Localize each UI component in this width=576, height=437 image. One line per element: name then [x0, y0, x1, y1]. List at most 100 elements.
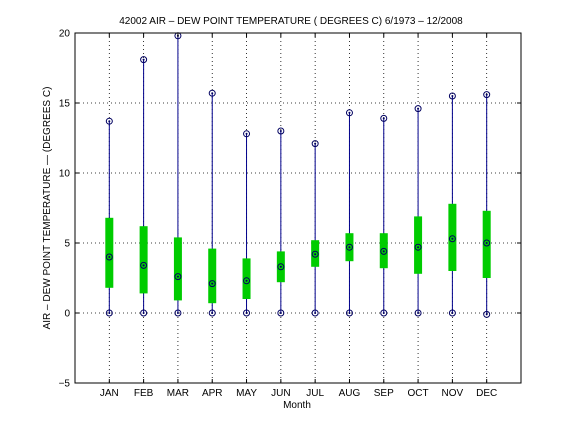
chart-title: 42002 AIR – DEW POINT TEMPERATURE ( DEGR… — [119, 16, 463, 27]
median-marker-dot — [451, 237, 454, 240]
max-marker — [483, 91, 491, 99]
axis-ticks: −5 0 5 10 15 20 JAN FEB MAR APR MAY JUN JUL AUG SEP OCT… — [59, 29, 521, 399]
max-marker-dot — [279, 130, 282, 132]
month-box-may — [242, 130, 251, 317]
max-marker-dot — [417, 107, 420, 110]
max-marker-ring — [311, 140, 319, 148]
max-marker — [243, 130, 251, 138]
max-marker-ring — [380, 114, 388, 122]
median-marker — [277, 263, 285, 271]
median-marker-dot — [108, 256, 111, 258]
min-marker-dot — [314, 312, 317, 314]
min-marker-ring — [311, 309, 319, 317]
median-marker — [174, 273, 182, 281]
x-tick-label: JAN — [100, 388, 119, 399]
month-box-dec — [482, 91, 491, 318]
median-marker-ring — [277, 263, 285, 271]
min-marker — [208, 309, 216, 317]
median-marker-ring — [243, 277, 251, 285]
max-marker-ring — [277, 127, 285, 135]
min-marker-dot — [279, 312, 282, 314]
min-marker-dot — [211, 312, 214, 314]
min-marker-dot — [451, 312, 454, 314]
min-marker — [243, 309, 251, 317]
max-marker — [208, 89, 216, 97]
median-marker-dot — [485, 242, 488, 244]
median-marker-dot — [348, 246, 351, 249]
max-marker-dot — [245, 132, 248, 135]
max-marker-ring — [483, 91, 491, 99]
min-marker — [105, 309, 113, 317]
max-marker-dot — [314, 142, 317, 145]
median-marker-dot — [279, 265, 282, 268]
min-marker-dot — [176, 312, 179, 314]
max-marker-ring — [243, 130, 251, 138]
min-marker-ring — [105, 309, 113, 317]
median-marker-ring — [448, 235, 456, 243]
min-marker-ring — [174, 309, 182, 317]
x-tick-label: JUN — [271, 388, 290, 399]
min-marker-dot — [485, 313, 488, 316]
median-marker-ring — [208, 280, 216, 288]
max-marker — [105, 117, 113, 125]
median-marker — [140, 261, 148, 269]
month-box-mar — [173, 32, 182, 317]
min-marker — [483, 310, 491, 318]
x-tick-label: FEB — [134, 388, 154, 399]
median-marker — [345, 243, 353, 251]
min-marker — [414, 309, 422, 317]
max-marker — [140, 56, 148, 64]
y-tick-label: 10 — [59, 169, 71, 180]
min-marker-ring — [483, 310, 491, 318]
min-marker-dot — [382, 312, 385, 314]
month-box-oct — [414, 105, 423, 317]
max-marker-dot — [142, 58, 145, 61]
y-tick-label: 0 — [64, 309, 70, 320]
max-marker-ring — [345, 109, 353, 117]
min-marker-dot — [108, 312, 111, 314]
min-marker-ring — [414, 309, 422, 317]
x-tick-label: JUL — [306, 388, 324, 399]
month-box-nov — [448, 92, 457, 317]
max-marker-ring — [105, 117, 113, 125]
min-marker-dot — [417, 312, 420, 314]
month-box-sep — [379, 114, 388, 317]
min-marker — [174, 309, 182, 317]
max-marker — [414, 105, 422, 113]
median-marker-ring — [483, 239, 491, 247]
max-marker-dot — [108, 120, 111, 123]
max-marker-dot — [348, 111, 351, 114]
x-tick-label: AUG — [339, 388, 361, 399]
max-marker — [380, 114, 388, 122]
min-marker — [345, 309, 353, 317]
median-marker — [311, 250, 319, 258]
median-marker-ring — [140, 261, 148, 269]
x-tick-label: MAR — [167, 388, 189, 399]
max-marker-ring — [208, 89, 216, 97]
median-marker-dot — [314, 253, 317, 256]
median-marker-dot — [211, 282, 214, 285]
x-tick-label: OCT — [408, 388, 429, 399]
max-marker-dot — [451, 95, 454, 97]
median-marker — [105, 253, 113, 261]
min-marker-ring — [380, 309, 388, 317]
x-tick-label: NOV — [442, 388, 464, 399]
iqr-box — [105, 217, 114, 288]
min-marker-dot — [245, 312, 248, 314]
max-marker-ring — [140, 56, 148, 64]
month-box-jun — [276, 127, 285, 317]
min-marker-ring — [208, 309, 216, 317]
median-marker-ring — [311, 250, 319, 258]
median-marker-ring — [414, 243, 422, 251]
min-marker — [448, 309, 456, 317]
median-marker-dot — [176, 275, 179, 278]
min-marker-ring — [243, 309, 251, 317]
month-box-feb — [139, 56, 148, 317]
max-marker-dot — [211, 92, 214, 95]
median-marker-ring — [345, 243, 353, 251]
min-marker — [311, 309, 319, 317]
max-marker-ring — [448, 92, 456, 100]
x-axis-label: Month — [283, 400, 311, 411]
min-marker-dot — [348, 312, 351, 314]
